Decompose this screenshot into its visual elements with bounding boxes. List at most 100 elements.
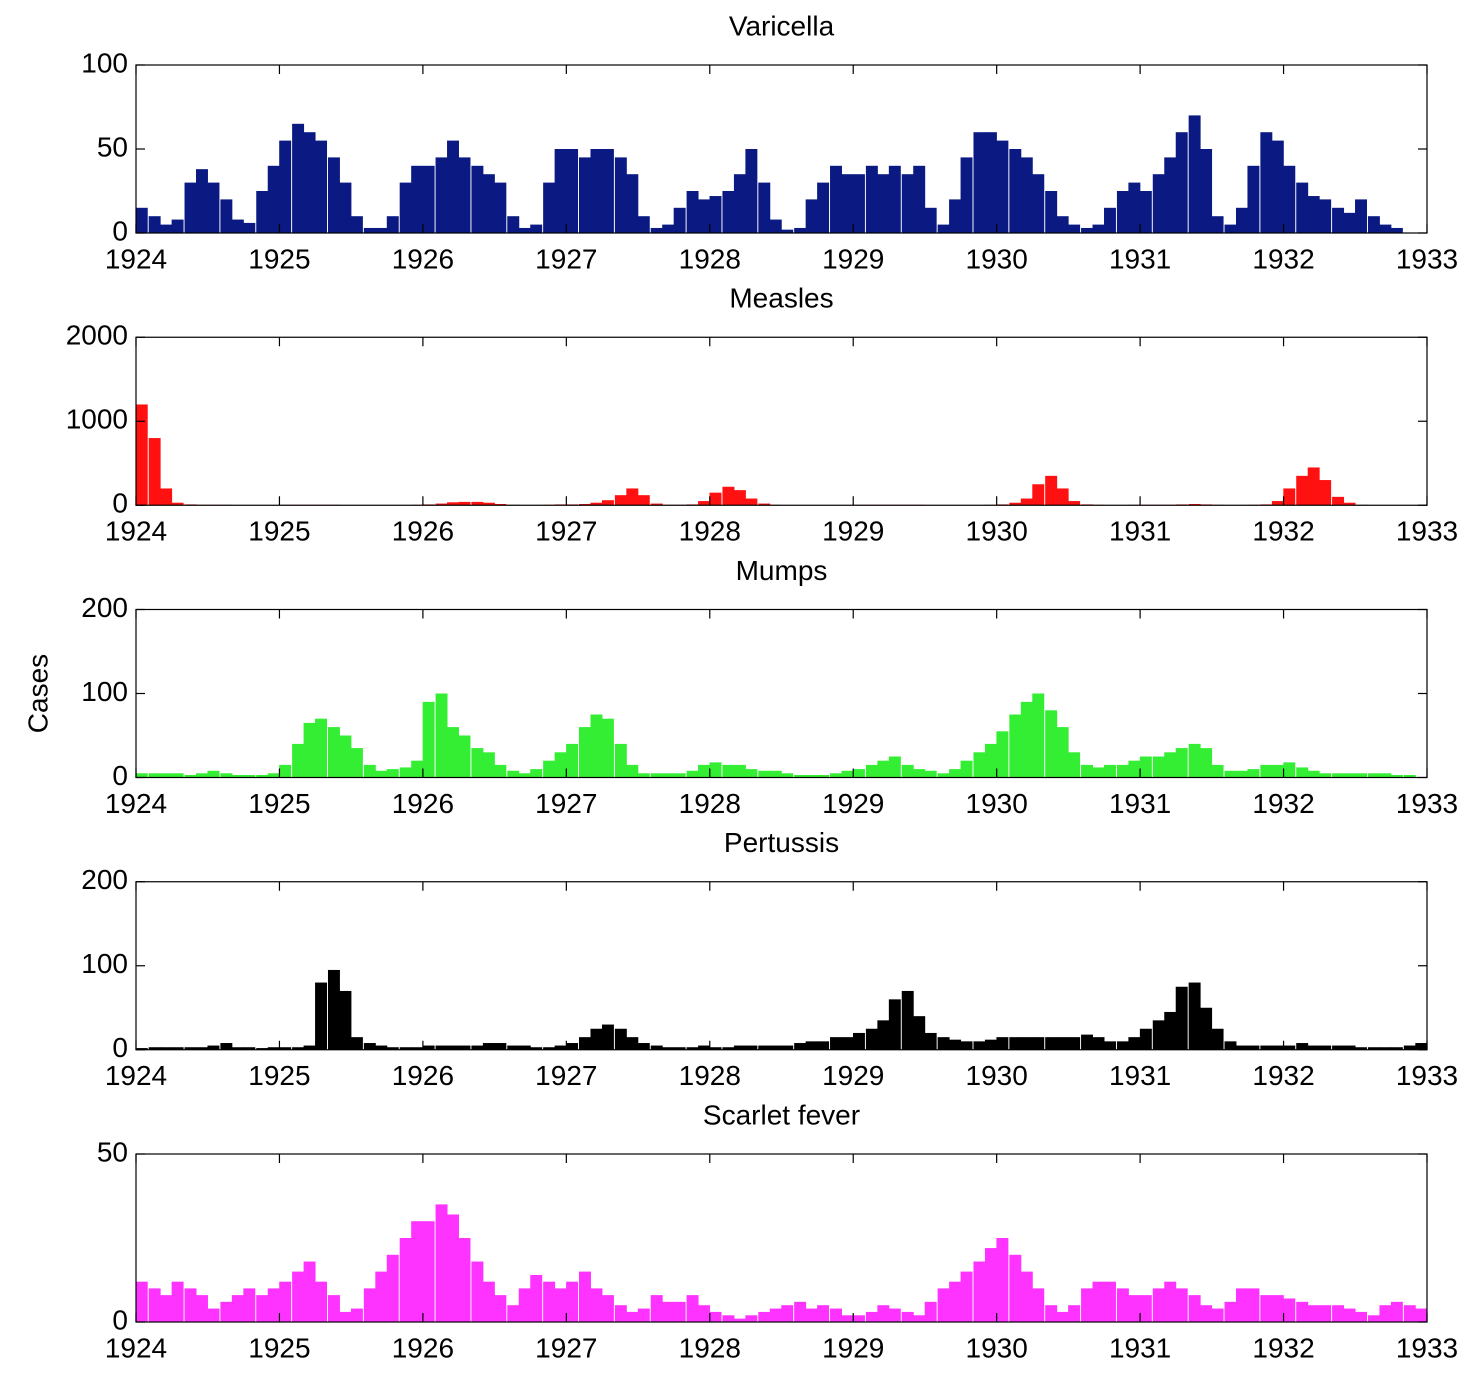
bar	[579, 503, 591, 506]
bar	[1175, 748, 1188, 778]
bar	[949, 1039, 962, 1050]
bar	[984, 132, 997, 233]
bar	[1247, 1045, 1260, 1050]
bar	[722, 1315, 735, 1322]
bar	[1343, 502, 1356, 506]
bar	[507, 770, 520, 778]
chart-title: Varicella	[729, 10, 835, 41]
x-tick-label: 1924	[105, 1060, 167, 1091]
bar	[399, 182, 412, 233]
bar	[1020, 1037, 1033, 1050]
bar	[435, 1204, 448, 1322]
bar	[841, 770, 854, 778]
bar	[996, 1238, 1009, 1322]
bar	[386, 216, 399, 233]
bar	[1068, 1305, 1081, 1322]
bar	[1152, 174, 1165, 233]
bar	[231, 1295, 244, 1322]
bar	[614, 743, 627, 778]
bar	[852, 174, 865, 233]
bar	[350, 1037, 363, 1050]
bar	[579, 1037, 591, 1050]
y-tick-label: 0	[112, 215, 128, 246]
bar	[1367, 1315, 1380, 1322]
bar	[350, 748, 363, 778]
bar	[1056, 1311, 1069, 1322]
y-tick-label: 100	[81, 948, 128, 979]
bar	[1224, 224, 1237, 233]
bar	[494, 1295, 507, 1322]
bar	[494, 182, 507, 233]
bar	[1355, 199, 1367, 233]
bar	[1296, 1043, 1309, 1050]
x-tick-label: 1925	[248, 516, 310, 547]
bar	[614, 495, 627, 506]
bar	[698, 501, 711, 506]
bar	[1092, 1281, 1105, 1322]
bar	[1188, 115, 1201, 233]
x-tick-label: 1924	[105, 788, 167, 819]
bar	[650, 773, 663, 778]
bar	[279, 1047, 292, 1050]
bar	[781, 1305, 794, 1322]
bar	[1081, 764, 1094, 778]
bar	[220, 773, 233, 778]
bar	[196, 1047, 208, 1050]
bar	[1379, 1047, 1392, 1050]
bar	[530, 1274, 543, 1322]
bar	[960, 157, 973, 233]
bar	[1260, 132, 1273, 233]
bar	[1164, 157, 1177, 233]
bar	[160, 1295, 173, 1322]
bar	[841, 1037, 854, 1050]
bar	[1139, 1028, 1152, 1050]
bar	[781, 229, 794, 233]
bar	[758, 770, 771, 778]
bar	[507, 1305, 520, 1322]
bar	[1211, 1028, 1224, 1050]
bar	[1045, 191, 1058, 233]
bar	[1056, 488, 1069, 506]
bar	[1247, 165, 1260, 233]
bar	[1319, 773, 1332, 778]
bar	[375, 770, 388, 778]
x-tick-label: 1932	[1252, 1332, 1314, 1363]
x-tick-label: 1926	[392, 243, 454, 274]
bar	[1307, 1305, 1320, 1322]
x-tick-label: 1931	[1109, 788, 1171, 819]
bar	[1390, 227, 1403, 233]
bar	[698, 199, 711, 233]
bar	[507, 216, 520, 233]
x-tick-label: 1927	[535, 243, 597, 274]
bar	[1296, 767, 1309, 778]
bar	[913, 769, 926, 778]
bar	[913, 165, 926, 233]
bar	[1104, 764, 1116, 778]
bar	[1175, 132, 1188, 233]
bar	[363, 227, 376, 233]
bar	[411, 1221, 424, 1322]
bar	[435, 157, 448, 233]
bar	[494, 503, 507, 506]
y-axis-label: Cases	[22, 654, 53, 733]
bar	[1200, 1007, 1213, 1050]
x-tick-label: 1930	[966, 788, 1028, 819]
bar	[315, 982, 328, 1050]
bar	[937, 1037, 950, 1050]
bar	[1116, 1041, 1129, 1050]
bar	[160, 1047, 173, 1050]
bar	[292, 1271, 305, 1322]
bar	[637, 773, 650, 778]
bar	[1188, 743, 1201, 778]
bar	[148, 1288, 161, 1322]
bar	[1390, 1301, 1403, 1322]
bar	[1235, 770, 1248, 778]
bar	[745, 498, 758, 506]
bar	[830, 1308, 842, 1322]
bar	[1415, 1043, 1428, 1050]
bar	[447, 1045, 459, 1050]
bar	[543, 1047, 556, 1050]
bar	[1367, 216, 1380, 233]
x-tick-label: 1927	[535, 1060, 597, 1091]
